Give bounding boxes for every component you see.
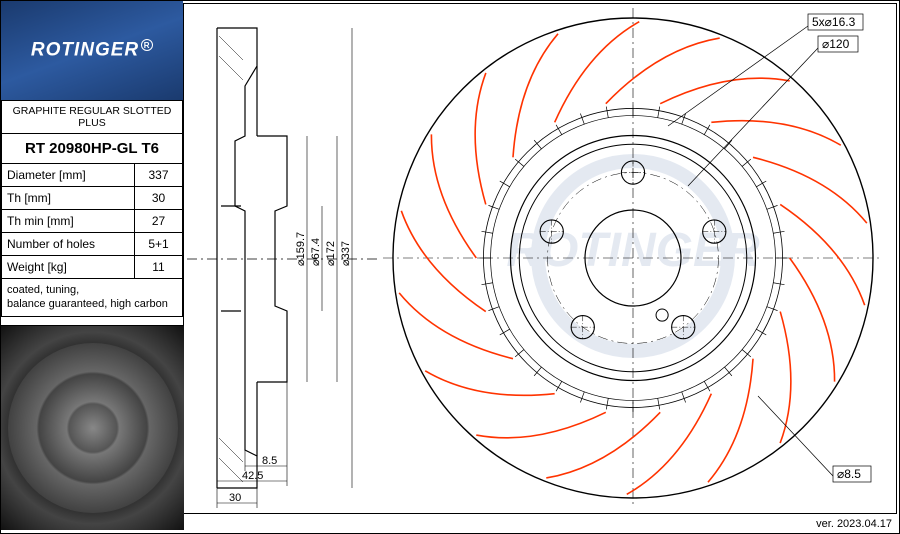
spec-value: 337 [135,164,183,187]
dim-8-5: 8.5 [262,455,277,467]
table-row: Diameter [mm]337 [2,164,183,187]
dim-d172: ⌀172 [325,241,337,266]
callout-pcd: ⌀120 [822,37,850,51]
part-number: RT 20980HP-GL T6 [2,134,183,164]
spec-label: Th [mm] [2,187,135,210]
spec-value: 27 [135,210,183,233]
registered-icon: R [141,39,153,51]
dim-d337: ⌀337 [340,241,352,266]
spec-value: 30 [135,187,183,210]
spec-label: Th min [mm] [2,210,135,233]
table-row: Weight [kg]11 [2,256,183,279]
dim-42-5: 42.5 [242,470,263,482]
brand-logo: ROTINGERR [1,1,183,100]
disc-geometry [383,8,883,508]
dim-d159: ⌀159.7 [295,232,307,266]
table-row: Number of holes5+1 [2,233,183,256]
spec-label: Number of holes [2,233,135,256]
callout-holes: 5x⌀16.3 [812,15,856,29]
table-row: Th [mm]30 [2,187,183,210]
brand-name: ROTINGER [31,40,139,61]
spec-label: Diameter [mm] [2,164,135,187]
spec-label: Weight [kg] [2,256,135,279]
dim-d67: ⌀67.4 [310,238,322,266]
spec-table: GRAPHITE REGULAR SLOTTED PLUS RT 20980HP… [1,100,183,317]
dim-30: 30 [229,492,241,504]
spec-value: 11 [135,256,183,279]
front-view-drawing: ROTINGER 5x⌀16.3 ⌀120 ⌀8.5 [378,6,898,511]
product-photo [1,325,184,530]
spec-notes: coated, tuning, balance guaranteed, high… [2,279,183,317]
spec-value: 5+1 [135,233,183,256]
table-row: Th min [mm]27 [2,210,183,233]
cross-section-drawing: ⌀159.7 ⌀67.4 ⌀172 ⌀337 8.5 42.5 30 [187,6,377,511]
callout-small: ⌀8.5 [837,467,861,481]
product-line: GRAPHITE REGULAR SLOTTED PLUS [2,101,183,134]
version-label: ver. 2023.04.17 [816,518,892,530]
